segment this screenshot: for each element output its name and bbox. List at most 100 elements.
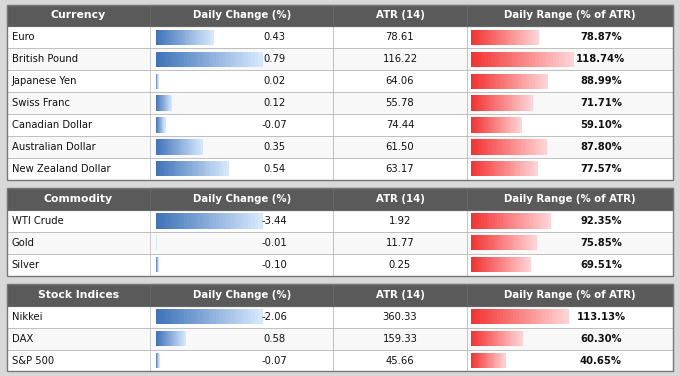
- Bar: [509, 30, 512, 45]
- Bar: [194, 52, 199, 67]
- Bar: [207, 161, 209, 176]
- Bar: [191, 52, 195, 67]
- Bar: [519, 139, 522, 155]
- Bar: [529, 309, 533, 324]
- Bar: [198, 213, 203, 229]
- Bar: [466, 158, 673, 180]
- Bar: [544, 139, 547, 155]
- Bar: [161, 30, 164, 45]
- Bar: [482, 161, 485, 176]
- Bar: [466, 232, 673, 254]
- Bar: [156, 117, 158, 133]
- Bar: [7, 70, 673, 92]
- Bar: [159, 213, 163, 229]
- Bar: [474, 331, 477, 346]
- Bar: [481, 96, 483, 111]
- Bar: [501, 235, 504, 250]
- Bar: [534, 213, 538, 229]
- Bar: [188, 309, 192, 324]
- Bar: [530, 96, 533, 111]
- Bar: [162, 331, 163, 346]
- Bar: [524, 213, 527, 229]
- Bar: [517, 117, 519, 133]
- Bar: [498, 117, 500, 133]
- Text: Gold: Gold: [12, 238, 35, 248]
- Bar: [7, 188, 673, 276]
- Bar: [520, 117, 522, 133]
- Bar: [508, 52, 512, 67]
- Bar: [489, 30, 492, 45]
- Bar: [190, 161, 192, 176]
- Bar: [7, 136, 673, 158]
- Bar: [537, 213, 541, 229]
- Bar: [212, 309, 216, 324]
- Bar: [186, 30, 189, 45]
- Bar: [534, 73, 538, 89]
- Bar: [483, 96, 486, 111]
- Bar: [170, 161, 173, 176]
- Bar: [512, 235, 515, 250]
- Bar: [226, 52, 231, 67]
- Bar: [493, 161, 496, 176]
- Bar: [258, 309, 262, 324]
- Bar: [491, 139, 494, 155]
- Bar: [486, 235, 489, 250]
- Bar: [158, 353, 160, 368]
- Bar: [503, 117, 505, 133]
- Bar: [466, 49, 673, 70]
- Bar: [158, 257, 159, 272]
- Bar: [150, 210, 333, 232]
- Bar: [528, 161, 532, 176]
- Bar: [255, 52, 259, 67]
- Text: 45.66: 45.66: [386, 356, 414, 365]
- Text: 0.35: 0.35: [264, 142, 286, 152]
- Bar: [474, 117, 477, 133]
- Bar: [170, 52, 174, 67]
- Bar: [156, 73, 157, 89]
- Bar: [475, 235, 478, 250]
- Text: 69.51%: 69.51%: [580, 260, 622, 270]
- Bar: [493, 353, 495, 368]
- Bar: [516, 139, 520, 155]
- Bar: [150, 306, 333, 328]
- Bar: [494, 257, 497, 272]
- Bar: [539, 52, 543, 67]
- Bar: [7, 158, 673, 180]
- Bar: [486, 139, 489, 155]
- Bar: [466, 328, 673, 350]
- Bar: [507, 117, 509, 133]
- Bar: [212, 213, 216, 229]
- Bar: [7, 254, 673, 276]
- Bar: [184, 52, 188, 67]
- Bar: [534, 139, 537, 155]
- Bar: [194, 161, 197, 176]
- Bar: [7, 92, 673, 114]
- Bar: [244, 309, 248, 324]
- Bar: [505, 235, 509, 250]
- Bar: [211, 30, 214, 45]
- Bar: [513, 139, 517, 155]
- Bar: [500, 117, 502, 133]
- Bar: [158, 96, 160, 111]
- Bar: [481, 235, 484, 250]
- Bar: [523, 235, 526, 250]
- Bar: [505, 213, 509, 229]
- Bar: [532, 73, 535, 89]
- Bar: [466, 254, 673, 276]
- Bar: [512, 331, 515, 346]
- Bar: [509, 257, 511, 272]
- Bar: [486, 73, 490, 89]
- Bar: [150, 232, 333, 254]
- Bar: [482, 353, 484, 368]
- Bar: [156, 353, 157, 368]
- Bar: [483, 257, 486, 272]
- Bar: [223, 213, 227, 229]
- Bar: [220, 52, 224, 67]
- Bar: [480, 353, 482, 368]
- Bar: [466, 136, 673, 158]
- Bar: [524, 96, 527, 111]
- Bar: [177, 30, 180, 45]
- Text: 0.58: 0.58: [264, 334, 286, 344]
- Bar: [483, 139, 487, 155]
- Bar: [482, 30, 485, 45]
